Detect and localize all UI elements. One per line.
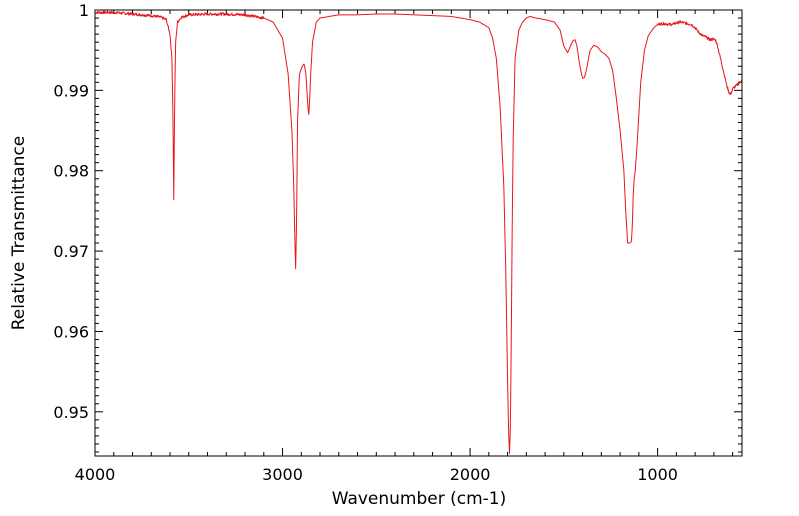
y-tick-label: 0.95: [53, 403, 89, 422]
plot-border: [94, 9, 743, 457]
y-tick-label: 0.98: [53, 162, 89, 181]
y-tick-label: 1: [79, 1, 89, 20]
y-tick-label: 0.96: [53, 322, 89, 341]
series-layer: [95, 10, 742, 455]
y-tick-label: 0.99: [53, 81, 89, 100]
tick-marks: [94, 9, 742, 456]
tick-labels: 4000 3000 2000 1000 1 0.99 0.98 0.97 0.96 0.95: [53, 1, 678, 484]
y-tick-label: 0.97: [53, 242, 89, 261]
x-tick-label: 3000: [262, 465, 303, 484]
spectrum-line: [95, 10, 742, 455]
plot-area: [94, 9, 743, 457]
x-tick-label: 1000: [637, 465, 678, 484]
x-tick-label: 4000: [75, 465, 116, 484]
x-axis-title: Wavenumber (cm-1): [332, 489, 507, 509]
x-tick-label: 2000: [450, 465, 491, 484]
y-axis-title: Relative Transmittance: [9, 136, 29, 331]
